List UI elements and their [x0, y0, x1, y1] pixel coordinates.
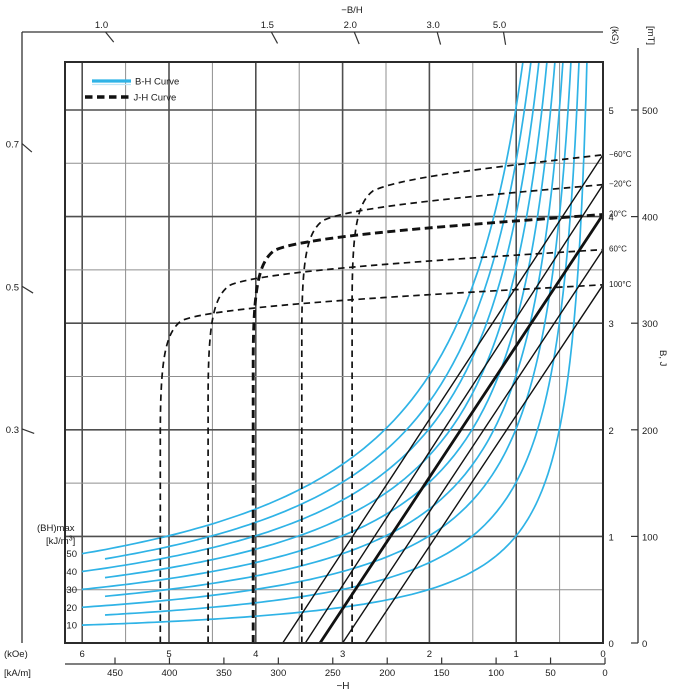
- temp-label-−60°C: −60°C: [609, 150, 632, 159]
- kam-tick-label-300: 300: [270, 668, 286, 679]
- bhmax-label-30: 30: [66, 585, 77, 596]
- top-bh-tick-label-1.0: 1.0: [95, 20, 108, 31]
- permeance-axis-title: −B/H: [341, 5, 363, 16]
- kg-tick-label-1: 1: [609, 532, 614, 543]
- top-bh-tick-label-5.0: 5.0: [493, 20, 506, 31]
- kg-tick-label-3: 3: [609, 319, 614, 330]
- bhmax-contour-50: [81, 61, 524, 555]
- top-bh-tick-2.0: [353, 31, 360, 45]
- kam-tick-label-0: 0: [602, 668, 607, 679]
- grid: [65, 62, 603, 643]
- top-bh-tick-5.0: [502, 31, 507, 45]
- koe-axis-unit: (kOe): [4, 649, 28, 660]
- top-bh-tick-1.0: [105, 31, 115, 43]
- kam-tick-label-350: 350: [216, 668, 232, 679]
- kam-tick-label-250: 250: [325, 668, 341, 679]
- mt-tick-label-400: 400: [642, 213, 658, 224]
- temp-label-100°C: 100°C: [609, 280, 632, 289]
- bhmax-title: (BH)max: [37, 523, 75, 534]
- kam-tick-label-50: 50: [545, 668, 556, 679]
- jh-curve-−20°C: [300, 183, 604, 643]
- mt-tick-label-300: 300: [642, 319, 658, 330]
- bh-curve-−20°C: [304, 184, 604, 644]
- bh-curve-20°C: [318, 213, 605, 644]
- kg-tick-label-4: 4: [609, 213, 614, 224]
- left-bh-tick-label-0.7: 0.7: [6, 140, 19, 151]
- kam-tick-label-200: 200: [379, 668, 395, 679]
- legend: [85, 79, 131, 99]
- kam-tick-label-400: 400: [162, 668, 178, 679]
- bh-curve-60°C: [342, 249, 604, 644]
- kam-tick-label-150: 150: [434, 668, 450, 679]
- permeance-axis: [21, 31, 603, 643]
- bhmax-contour-20: [81, 61, 572, 609]
- y-axis-title: B, J: [657, 350, 668, 367]
- bhmax-contour-40: [81, 61, 540, 573]
- bhmax-label-40: 40: [66, 567, 77, 578]
- bh-curve-−60°C: [282, 154, 604, 644]
- jh-curves: [159, 153, 604, 643]
- temp-label-20°C: 20°C: [609, 209, 627, 218]
- bh-curves: [282, 154, 605, 644]
- left-bh-tick-0.5: [21, 285, 34, 294]
- koe-tick-label-2: 2: [427, 649, 432, 660]
- koe-tick-label-6: 6: [80, 649, 85, 660]
- left-bh-tick-label-0.5: 0.5: [6, 282, 19, 293]
- x-axis-title: −H: [336, 681, 349, 692]
- koe-tick-label-5: 5: [166, 649, 171, 660]
- plot-frame: [64, 61, 604, 644]
- temp-label-60°C: 60°C: [609, 245, 627, 254]
- top-bh-tick-3.0: [436, 31, 442, 45]
- legend-jh-label: J-H Curve: [134, 93, 177, 104]
- kg-tick-label-5: 5: [609, 106, 614, 117]
- bhmax-unit: [kJ/m3]: [46, 536, 75, 548]
- mt-tick-label-500: 500: [642, 106, 658, 117]
- legend-bh-label: B-H Curve: [135, 77, 179, 88]
- bhmax-label-10: 10: [66, 621, 77, 632]
- mt-tick-label-0: 0: [642, 639, 647, 650]
- bhmax-label-50: 50: [66, 549, 77, 560]
- top-bh-tick-label-1.5: 1.5: [261, 20, 274, 31]
- mt-tick-label-200: 200: [642, 426, 658, 437]
- top-bh-tick-label-2.0: 2.0: [344, 20, 357, 31]
- left-bh-tick-0.7: [21, 143, 33, 153]
- jh-curve-100°C: [159, 283, 604, 643]
- kg-tick-label-0: 0: [609, 639, 614, 650]
- koe-tick-label-0: 0: [600, 649, 605, 660]
- jh-curve-20°C: [251, 213, 604, 643]
- mt-axis-unit: [mT]: [645, 26, 656, 45]
- bh-curve-100°C: [364, 284, 604, 644]
- temp-label-−20°C: −20°C: [609, 180, 632, 189]
- kam-axis-unit: [kA/m]: [4, 668, 31, 679]
- left-bh-tick-0.3: [21, 428, 35, 435]
- left-bh-tick-label-0.3: 0.3: [6, 425, 19, 436]
- bhmax-contour-10: [81, 61, 588, 626]
- koe-tick-label-1: 1: [514, 649, 519, 660]
- top-bh-tick-label-3.0: 3.0: [427, 20, 440, 31]
- bhmax-contour-35: [104, 61, 548, 579]
- mt-ruler: [631, 48, 639, 644]
- top-bh-tick-1.5: [270, 31, 279, 44]
- bhmax-label-20: 20: [66, 603, 77, 614]
- kam-tick-label-450: 450: [107, 668, 123, 679]
- kg-tick-label-2: 2: [609, 426, 614, 437]
- koe-tick-label-3: 3: [340, 649, 345, 660]
- kg-axis-unit: (kG): [609, 26, 620, 44]
- bhmax-contour-45: [104, 61, 532, 560]
- kam-tick-label-100: 100: [488, 668, 504, 679]
- bhmax-contour-15: [104, 61, 580, 616]
- koe-tick-label-4: 4: [253, 649, 258, 660]
- mt-tick-label-100: 100: [642, 532, 658, 543]
- kam-ruler: [65, 657, 606, 665]
